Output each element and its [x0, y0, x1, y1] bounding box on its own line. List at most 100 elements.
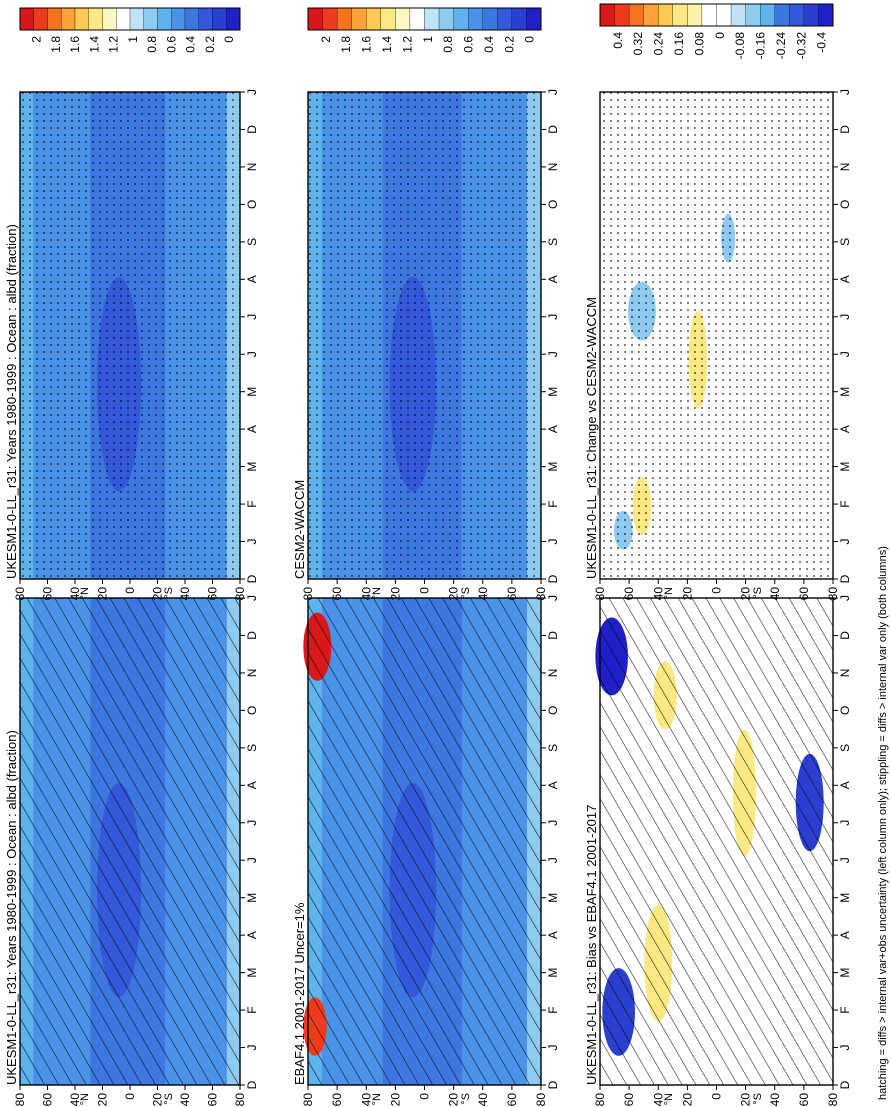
colorbar-swatch — [424, 7, 440, 31]
panel-title: EBAF4.1 2001-2017 Uncer=1% — [292, 902, 307, 1085]
lat-tick-label: 0 — [123, 1093, 137, 1100]
time-tick-label: S — [546, 744, 560, 752]
time-tick-label: A — [546, 781, 560, 789]
time-tick-label: D — [838, 125, 852, 134]
colorbar-label: -0.24 — [774, 32, 788, 60]
time-tick-label: J — [245, 89, 259, 95]
lat-tick-label: 20 — [447, 587, 461, 601]
lat-tick-label: 60 — [41, 587, 55, 601]
time-tick-label: O — [838, 706, 852, 715]
lat-tick-label: 60 — [505, 1093, 519, 1107]
time-tick-label: J — [838, 351, 852, 357]
colorbar-swatch — [366, 7, 381, 31]
stipple-overlay — [20, 92, 240, 579]
colorbar-swatch — [526, 7, 542, 31]
time-tick-label: J — [838, 89, 852, 95]
time-tick-label: J — [245, 595, 259, 601]
time-tick-label: J — [546, 857, 560, 863]
colorbar-label: 2 — [30, 36, 44, 43]
lat-tick-label: 20 — [151, 587, 165, 601]
stipple-overlay — [308, 92, 541, 579]
lat-tick-label: 80 — [13, 587, 27, 601]
time-tick-label: N — [546, 163, 560, 172]
hatch-overlay — [20, 598, 240, 1085]
colorbar-swatch — [803, 3, 819, 27]
lat-unit-n: °N — [371, 587, 383, 599]
colorbar-label: -0.08 — [733, 32, 747, 60]
stipple-overlay — [600, 92, 833, 579]
time-tick-label: J — [245, 1045, 259, 1051]
colorbar-label: 1.8 — [339, 36, 353, 53]
lat-tick-label: 60 — [330, 1093, 344, 1107]
lat-tick-label: 0 — [710, 587, 724, 594]
time-tick-label: D — [546, 125, 560, 134]
colorbar-label: 1.8 — [49, 36, 63, 53]
panel-model-right: 80 60 40 20 0 20 40 60 80°N °SDJFMAMJJASONDJUKESM… — [4, 7, 259, 601]
time-tick-label: A — [245, 781, 259, 789]
time-tick-label: M — [838, 968, 852, 978]
lat-tick-label: 0 — [418, 587, 432, 594]
time-tick-label: M — [546, 462, 560, 472]
lat-tick-label: 40 — [651, 587, 665, 601]
time-tick-label: J — [838, 857, 852, 863]
time-tick-label: F — [838, 1006, 852, 1013]
time-tick-label: M — [245, 387, 259, 397]
colorbar-swatch — [336, 7, 352, 31]
lat-tick-label: 20 — [151, 1093, 165, 1107]
time-tick-label: N — [838, 163, 852, 172]
time-tick-label: N — [245, 669, 259, 678]
colorbar-swatch — [212, 7, 227, 31]
time-tick-label: J — [838, 539, 852, 545]
colorbar-frame — [307, 7, 542, 31]
time-tick-label: D — [245, 1080, 259, 1089]
lat-tick-label: 40 — [178, 587, 192, 601]
colorbar-swatch — [395, 7, 411, 31]
time-tick-label: N — [838, 669, 852, 678]
colorbar-swatch — [102, 7, 117, 31]
time-tick-label: J — [245, 351, 259, 357]
time-tick-label: S — [838, 744, 852, 752]
lat-tick-label: 40 — [359, 1093, 373, 1107]
time-tick-label: F — [838, 500, 852, 507]
time-tick-label: A — [245, 931, 259, 939]
lat-tick-label: 80 — [301, 587, 315, 601]
colorbar-frame — [19, 7, 241, 31]
lat-unit-s: °S — [163, 1093, 175, 1105]
lat-tick-label: 80 — [233, 587, 247, 601]
colorbar-label: 0.16 — [672, 32, 686, 56]
time-tick-label: O — [546, 200, 560, 209]
lat-tick-label: 80 — [826, 587, 840, 601]
colorbar-swatch — [307, 7, 323, 31]
panel-ref-model: 80 60 40 20 0 20 40 60 80°N °SDJFMAMJJASONDJCESM2… — [292, 7, 560, 601]
colorbar-label: 0.8 — [441, 36, 455, 53]
time-tick-label: A — [838, 425, 852, 433]
lat-unit-s: °S — [752, 587, 764, 599]
time-tick-label: D — [245, 125, 259, 134]
time-tick-label: F — [245, 1006, 259, 1013]
time-tick-label: O — [245, 706, 259, 715]
lat-tick-label: 40 — [651, 1093, 665, 1107]
lat-tick-label: 20 — [96, 587, 110, 601]
time-tick-label: J — [838, 314, 852, 320]
colorbar-label: 2 — [319, 36, 333, 43]
colorbar-swatch — [730, 3, 746, 27]
colorbar-swatch — [47, 7, 62, 31]
time-tick-label: M — [838, 893, 852, 903]
colorbar-label: 0.4 — [184, 36, 198, 53]
colorbar-swatch — [716, 3, 732, 27]
panel-title: UKESM1-0-LL_r31: Years 1980-1999 : Ocean… — [4, 224, 19, 579]
time-tick-label: J — [546, 1045, 560, 1051]
colorbar-swatch — [380, 7, 396, 31]
lat-tick-label: 40 — [359, 587, 373, 601]
lat-unit-s: °S — [163, 587, 175, 599]
colorbar-label: 1.6 — [360, 36, 374, 53]
colorbar-label: 0.8 — [145, 36, 159, 53]
panel-title: UKESM1-0-LL_r31: Change vs CESM2-WACCM — [584, 297, 599, 579]
time-tick-label: J — [546, 820, 560, 826]
lat-tick-label: 0 — [710, 1093, 724, 1100]
lat-tick-label: 80 — [593, 587, 607, 601]
time-tick-label: A — [838, 781, 852, 789]
colorbar-label: 0.2 — [502, 36, 516, 53]
lat-unit-s: °S — [460, 1093, 472, 1105]
panel-title: CESM2-WACCM — [292, 480, 307, 579]
